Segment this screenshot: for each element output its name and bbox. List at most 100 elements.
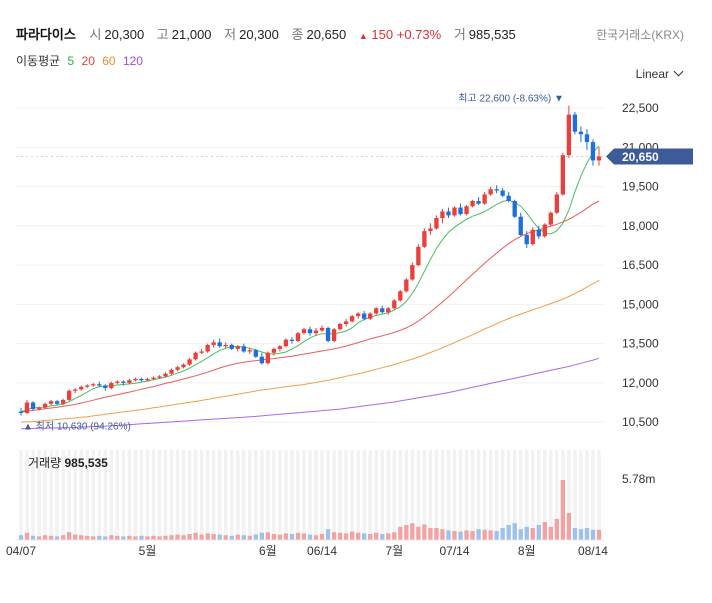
volume-bar [48, 535, 54, 540]
volume-bar [127, 535, 132, 540]
candle [133, 378, 138, 381]
candle [422, 231, 427, 247]
candle [578, 131, 584, 135]
ma5-line [20, 145, 600, 413]
candle [205, 344, 210, 352]
x-tick-label: 06/14 [307, 544, 337, 558]
volume-bar [325, 529, 331, 540]
volume-bar [103, 536, 108, 540]
open-label: 시 [89, 27, 102, 42]
candle [229, 344, 234, 349]
y-tick-label: 16,500 [622, 258, 659, 272]
ma60-line [20, 279, 600, 423]
volume-bar [115, 535, 120, 540]
x-tick-label: 08/14 [578, 544, 608, 558]
volume-bar [193, 532, 198, 540]
candle [235, 346, 240, 349]
candle [554, 194, 560, 213]
volume-bar [349, 531, 355, 540]
volume-bar [416, 526, 421, 540]
candle [271, 348, 277, 353]
volume-bar [560, 480, 566, 540]
volume-bar [109, 535, 114, 540]
volume-bar [494, 531, 499, 540]
volume-bar [36, 536, 42, 540]
candle [434, 218, 439, 229]
ma120-line [20, 357, 600, 430]
volume-bar [506, 525, 511, 540]
candle [313, 330, 319, 334]
scale-selector[interactable]: Linear [636, 66, 684, 81]
volume-bar [482, 529, 487, 540]
volume-bar [187, 534, 192, 540]
y-tick-label: 12,000 [622, 376, 659, 390]
candle [79, 386, 84, 390]
volume-bar [578, 529, 584, 540]
volume-bar [217, 534, 222, 540]
close-label: 종 [291, 27, 304, 42]
y-tick-label: 18,000 [622, 219, 659, 233]
volume-bar [205, 533, 210, 540]
x-tick-label: 5월 [139, 544, 157, 558]
candle [518, 216, 523, 236]
ma-legend-60[interactable]: 60 [102, 54, 116, 68]
volume-bar [157, 536, 162, 540]
candle [542, 224, 547, 237]
volume-bar [91, 536, 96, 540]
volume-bar [398, 526, 403, 540]
ma-legend-20[interactable]: 20 [81, 54, 95, 68]
volume-bar [380, 534, 385, 540]
candle [211, 342, 216, 345]
candle [319, 327, 325, 331]
volume-bar [54, 536, 60, 540]
candle [42, 403, 48, 408]
candle [54, 401, 60, 404]
candle [500, 190, 505, 196]
x-tick-label: 8월 [518, 544, 536, 558]
volume-bar [265, 532, 271, 540]
ma-legend-label: 이동평균 [16, 54, 61, 68]
volume-panel-label: 거래량 985,535 [28, 456, 108, 470]
candle [452, 207, 457, 216]
candle [103, 385, 108, 389]
volume-bar [169, 535, 174, 540]
candle [446, 211, 451, 216]
low-label: 저 [224, 27, 237, 42]
candle [590, 142, 596, 161]
candle [97, 384, 102, 386]
volume-bar [18, 535, 24, 540]
candle [241, 346, 246, 352]
volume-bar [223, 535, 228, 540]
volume-bar [85, 535, 90, 540]
volume-bar [199, 534, 204, 540]
last-price-label: 20,650 [622, 150, 659, 164]
candle [524, 235, 529, 245]
volume-bar [428, 528, 433, 540]
candle [181, 364, 186, 368]
volume-bar [163, 535, 168, 540]
candle [127, 380, 132, 383]
candle [548, 212, 553, 225]
candle [259, 356, 265, 364]
volume-bar [289, 534, 295, 540]
y-tick-label: 15,000 [622, 297, 659, 311]
ma-legend-5[interactable]: 5 [67, 54, 75, 68]
candle [566, 114, 572, 156]
high-value: 21,000 [171, 27, 212, 42]
volume-bar [67, 532, 72, 540]
ma-legend: 이동평균 5 20 60 120 [16, 52, 143, 69]
candle [307, 329, 313, 334]
candle [145, 378, 150, 381]
ma-legend-120[interactable]: 120 [122, 54, 143, 68]
candle [265, 352, 271, 364]
x-tick-label: 07/14 [439, 544, 469, 558]
volume-bar [151, 535, 156, 540]
candle [217, 342, 222, 347]
volume-bar [295, 532, 301, 540]
exchange-label: 한국거래소(KRX) [596, 28, 684, 42]
candle [157, 376, 162, 378]
candle [536, 229, 541, 237]
high-annotation: 최고 22,600 (-8.63%) ▼ [458, 92, 564, 104]
volume-bar [121, 536, 126, 540]
